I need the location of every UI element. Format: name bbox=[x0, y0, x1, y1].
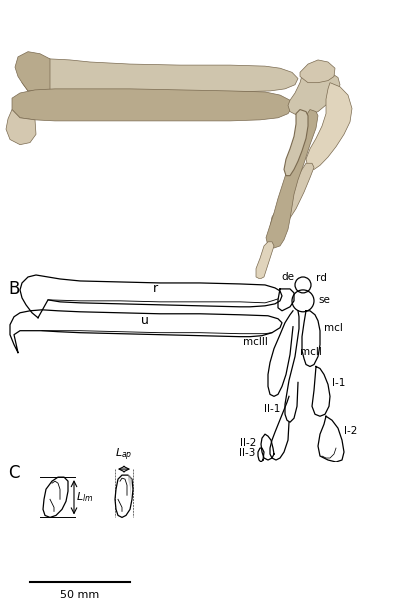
Text: r: r bbox=[152, 282, 158, 295]
Text: $L_{lm}$: $L_{lm}$ bbox=[76, 490, 93, 504]
Polygon shape bbox=[266, 110, 318, 248]
Text: $L_{ap}$: $L_{ap}$ bbox=[115, 446, 133, 463]
Text: mcIII: mcIII bbox=[243, 337, 268, 347]
Polygon shape bbox=[6, 110, 36, 145]
Polygon shape bbox=[12, 89, 292, 121]
Text: II-2: II-2 bbox=[240, 438, 256, 448]
Polygon shape bbox=[284, 110, 308, 176]
Text: mcI: mcI bbox=[324, 323, 343, 332]
Text: II-1: II-1 bbox=[264, 404, 280, 414]
Text: de: de bbox=[282, 272, 294, 282]
Polygon shape bbox=[15, 52, 50, 91]
Text: rd: rd bbox=[316, 273, 327, 283]
Text: II-3: II-3 bbox=[239, 448, 255, 458]
Text: u: u bbox=[141, 314, 149, 327]
Text: 50 mm: 50 mm bbox=[60, 266, 100, 277]
Polygon shape bbox=[270, 163, 314, 232]
Polygon shape bbox=[306, 83, 352, 169]
Text: I-2: I-2 bbox=[344, 426, 357, 436]
Text: se: se bbox=[318, 295, 330, 305]
Polygon shape bbox=[22, 59, 298, 92]
Text: B: B bbox=[8, 280, 19, 298]
Text: I-1: I-1 bbox=[332, 379, 345, 388]
Polygon shape bbox=[256, 242, 274, 279]
Text: 50 mm: 50 mm bbox=[60, 590, 100, 600]
Text: mcII: mcII bbox=[300, 347, 322, 356]
Polygon shape bbox=[128, 475, 132, 499]
Polygon shape bbox=[288, 70, 340, 116]
Text: A: A bbox=[8, 13, 20, 31]
Text: C: C bbox=[8, 464, 20, 482]
Polygon shape bbox=[300, 60, 335, 83]
